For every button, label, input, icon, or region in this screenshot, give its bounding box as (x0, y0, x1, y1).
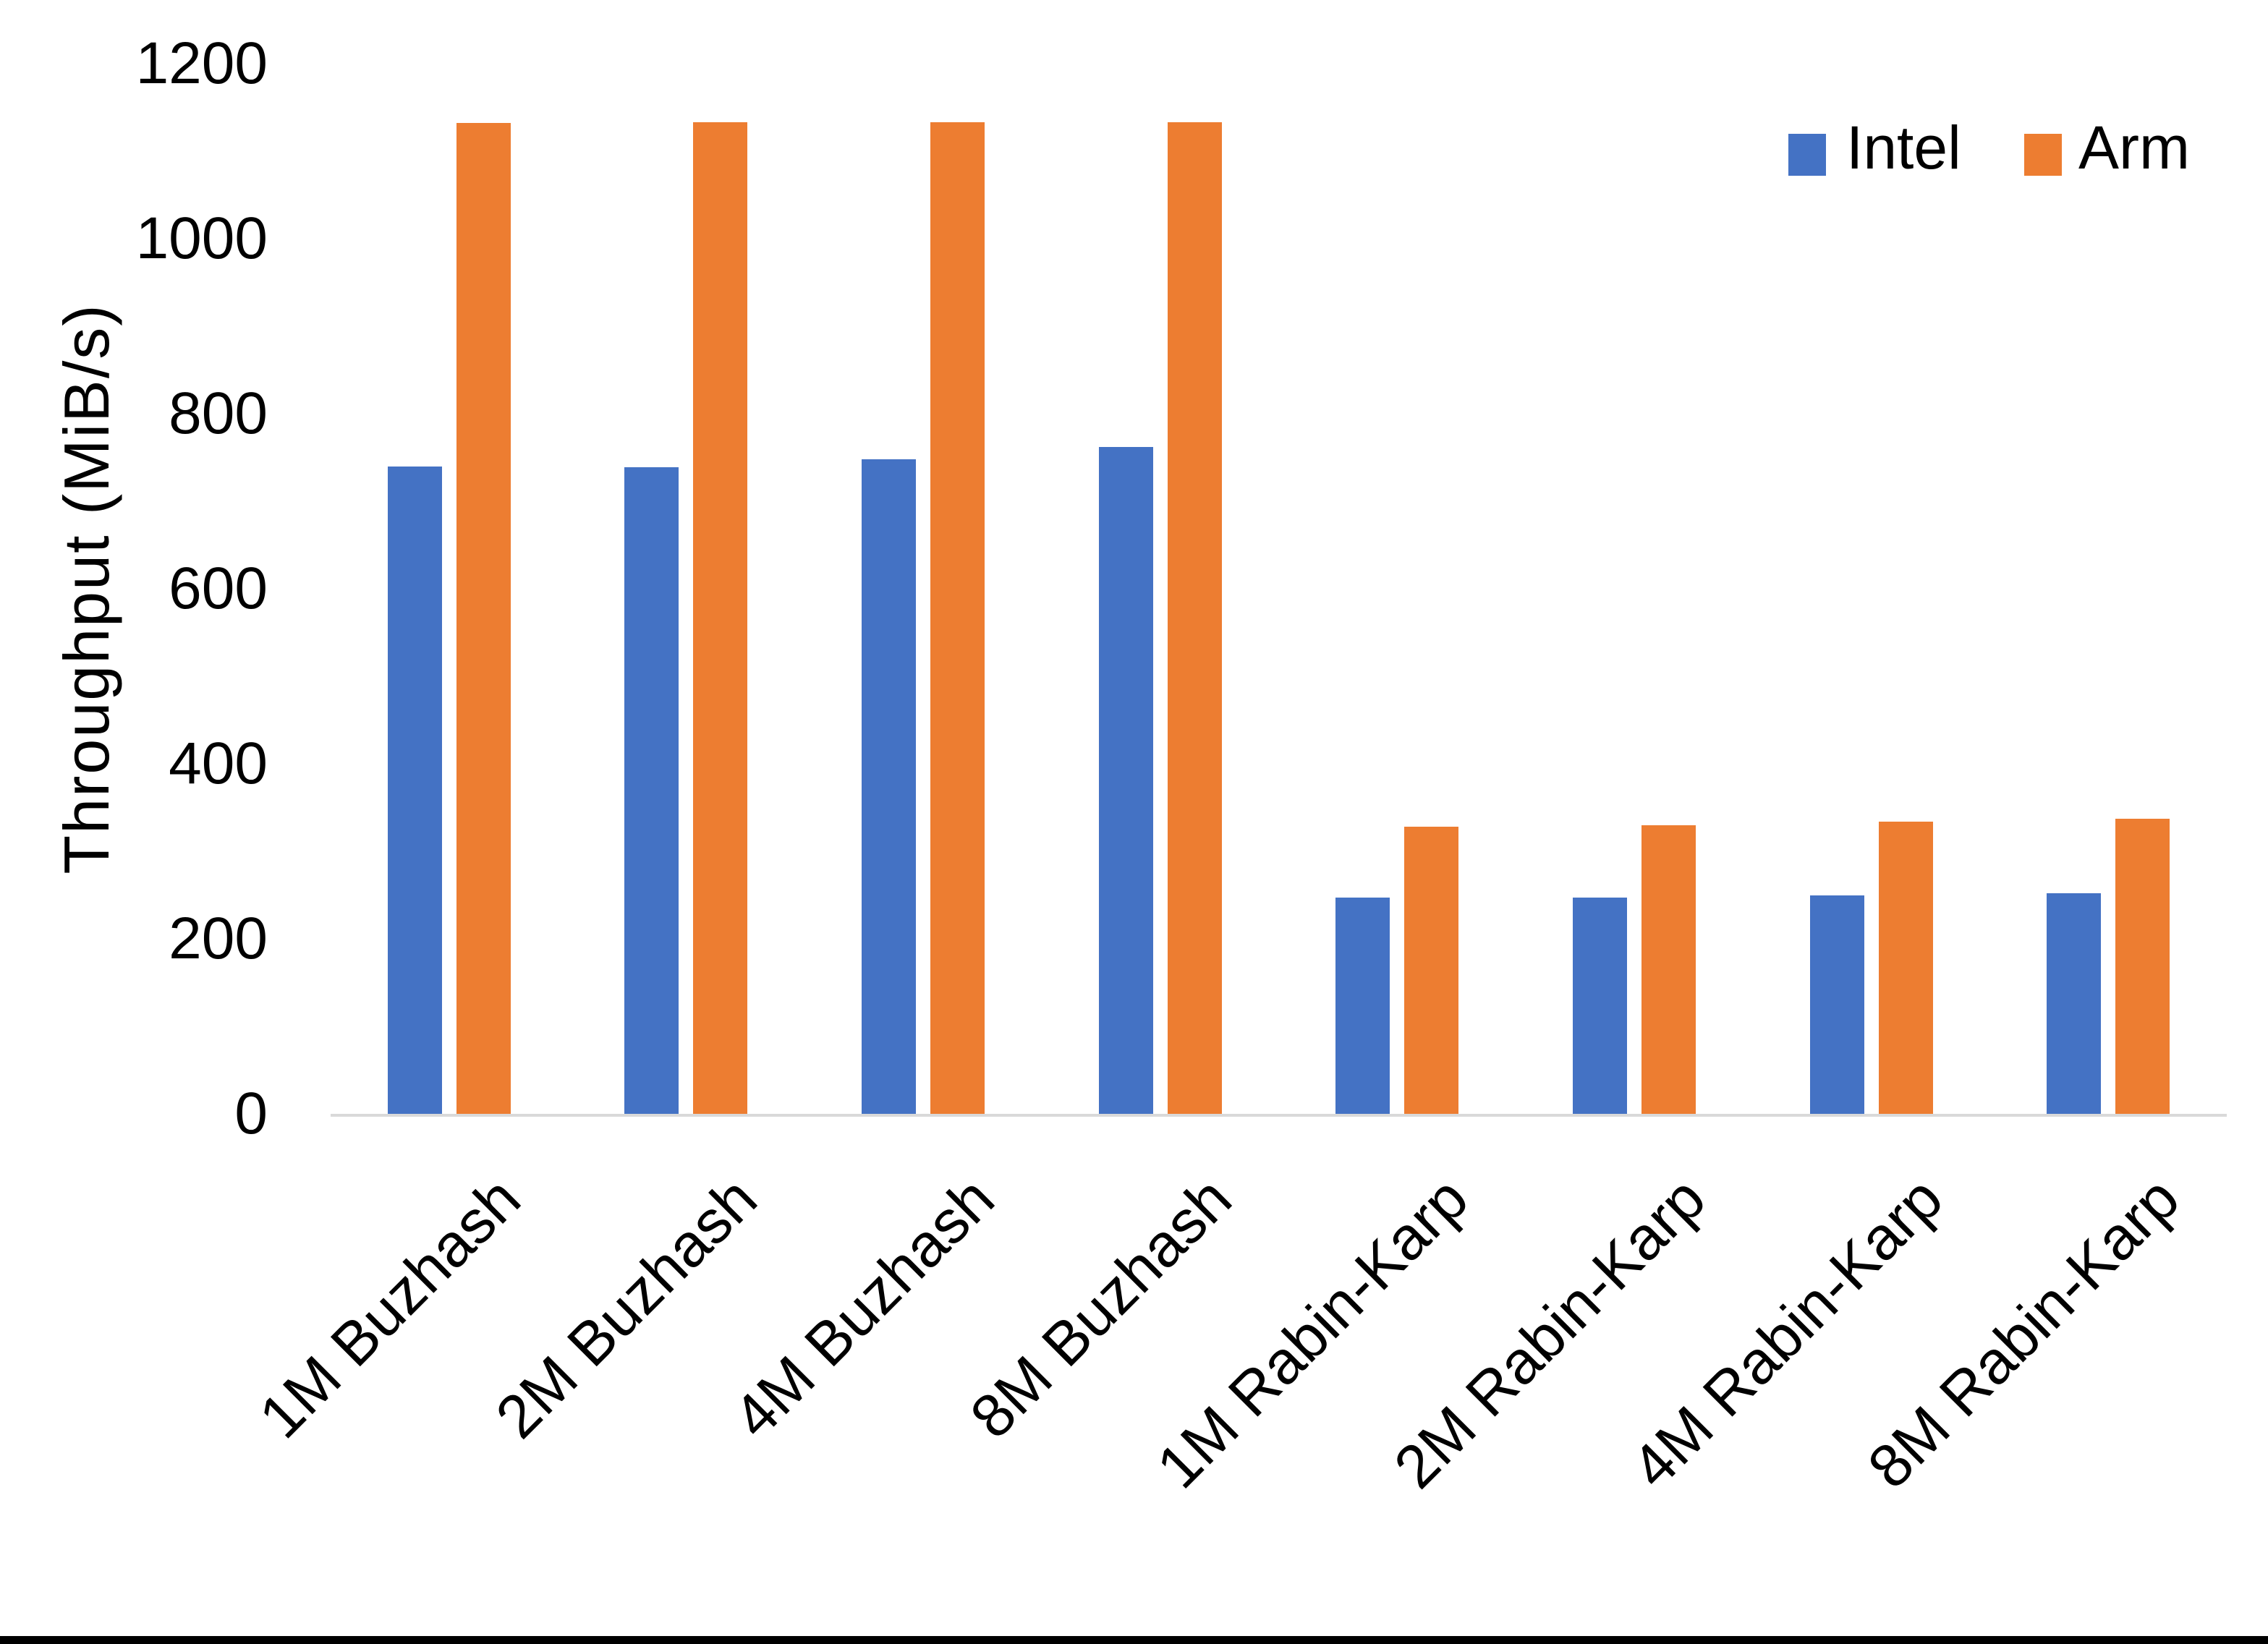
bar-intel-5 (1335, 898, 1390, 1114)
bar-arm-2 (693, 122, 748, 1114)
y-tick-label-200: 200 (169, 906, 268, 971)
bar-intel-8 (2047, 893, 2102, 1114)
y-tick-label-1000: 1000 (135, 205, 268, 271)
bar-arm-7 (1878, 821, 1933, 1114)
bar-intel-1 (387, 466, 442, 1114)
bar-intel-3 (862, 459, 917, 1114)
y-tick-label-800: 800 (169, 380, 268, 446)
bar-arm-5 (1404, 827, 1459, 1114)
bar-arm-4 (1167, 122, 1222, 1114)
y-tick-label-400: 400 (169, 731, 268, 796)
x-category-label-1: 1M Buzhash (245, 1164, 533, 1451)
bar-intel-2 (624, 467, 679, 1114)
bar-arm-1 (456, 123, 511, 1114)
y-tick-label-0: 0 (234, 1081, 268, 1146)
bar-intel-4 (1098, 446, 1153, 1114)
y-tick-label-1200: 1200 (135, 30, 268, 96)
bar-intel-6 (1572, 898, 1627, 1114)
bar-arm-3 (930, 122, 985, 1114)
bar-intel-7 (1809, 895, 1864, 1114)
y-tick-label-600: 600 (169, 555, 268, 621)
bottom-border-bar (0, 1636, 2268, 1644)
y-axis-title: Throughput (MiB/s) (51, 303, 122, 874)
bar-arm-6 (1641, 825, 1696, 1114)
x-axis-line (331, 1114, 2227, 1117)
bar-arm-8 (2115, 819, 2170, 1114)
